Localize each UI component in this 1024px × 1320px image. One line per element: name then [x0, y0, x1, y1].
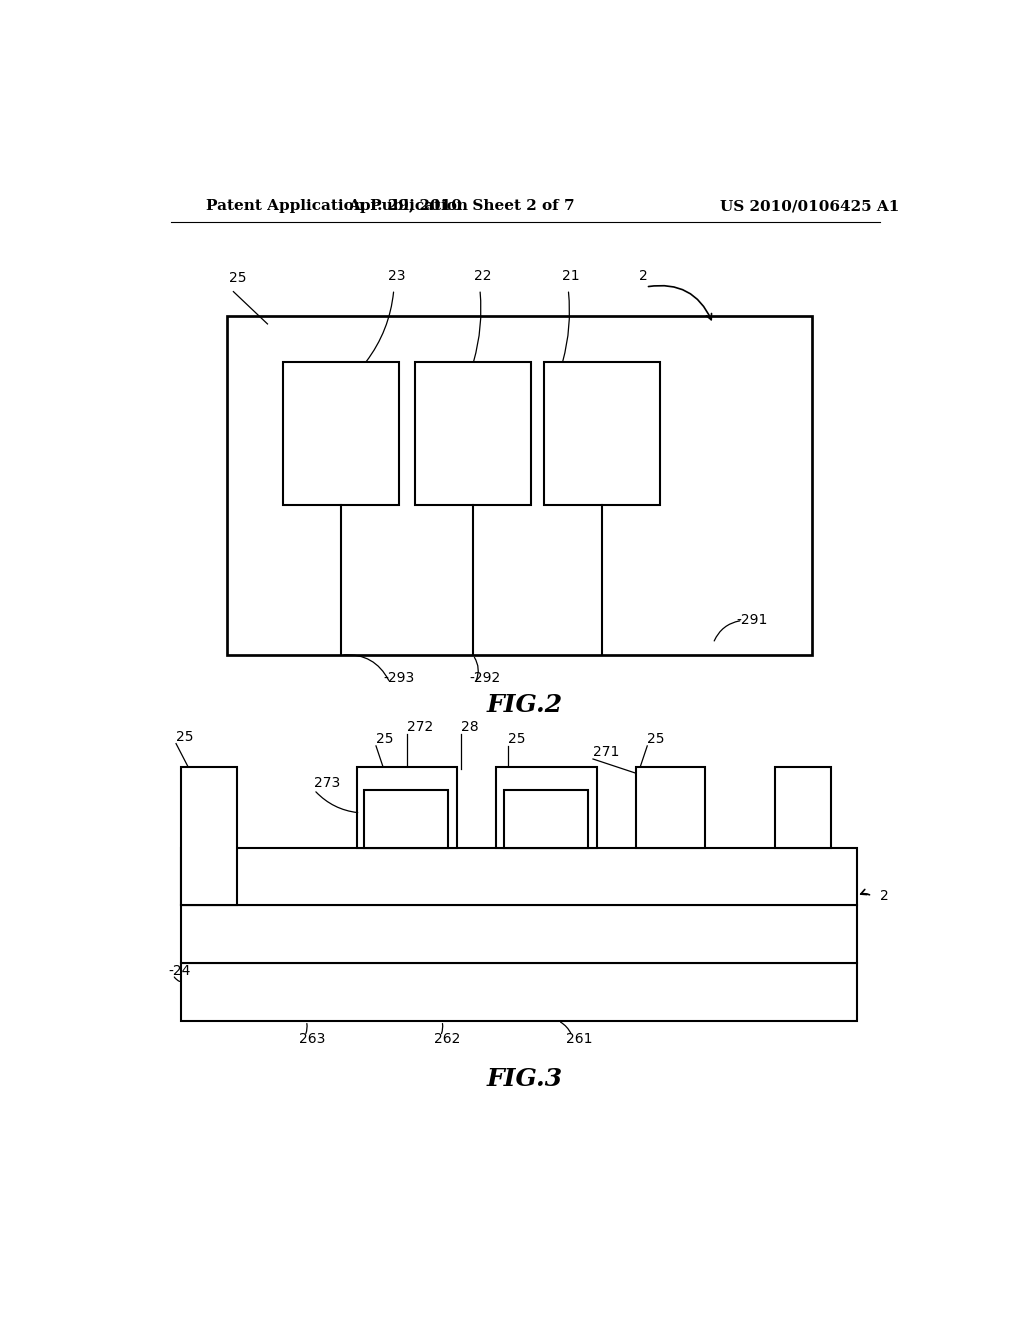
Bar: [356, 767, 458, 847]
Text: 25: 25: [376, 731, 393, 746]
Bar: [544, 363, 660, 506]
Text: 21: 21: [562, 269, 580, 284]
Bar: [775, 767, 830, 847]
Text: Apr. 29, 2010  Sheet 2 of 7: Apr. 29, 2010 Sheet 2 of 7: [348, 199, 574, 213]
Bar: [504, 789, 588, 847]
Text: 2: 2: [880, 890, 889, 903]
Bar: [365, 789, 449, 847]
Bar: [180, 906, 856, 964]
Text: 273: 273: [314, 776, 340, 789]
Text: -292: -292: [469, 671, 501, 685]
Text: 25: 25: [647, 731, 665, 746]
Text: 271: 271: [593, 744, 620, 759]
Bar: [496, 767, 597, 847]
Text: 25: 25: [176, 730, 194, 743]
Bar: [283, 363, 399, 506]
Text: 25: 25: [228, 272, 246, 285]
Bar: [180, 847, 856, 906]
Text: -293: -293: [384, 671, 415, 685]
Text: US 2010/0106425 A1: US 2010/0106425 A1: [720, 199, 900, 213]
Text: 22: 22: [474, 269, 492, 284]
Text: Patent Application Publication: Patent Application Publication: [206, 199, 468, 213]
Text: 262: 262: [434, 1032, 461, 1047]
Text: 261: 261: [566, 1032, 592, 1047]
Text: -291: -291: [736, 614, 768, 627]
Text: 2: 2: [640, 269, 648, 284]
Bar: [636, 767, 706, 847]
Text: -24: -24: [168, 964, 190, 978]
Text: 272: 272: [407, 721, 433, 734]
Bar: [227, 317, 812, 655]
Text: 263: 263: [299, 1032, 325, 1047]
Bar: [180, 767, 237, 906]
Text: FIG.3: FIG.3: [486, 1067, 563, 1090]
Text: 25: 25: [508, 731, 525, 746]
Text: 28: 28: [461, 721, 479, 734]
Text: 23: 23: [388, 269, 406, 284]
Text: FIG.2: FIG.2: [486, 693, 563, 717]
Bar: [415, 363, 531, 506]
Bar: [180, 964, 856, 1020]
